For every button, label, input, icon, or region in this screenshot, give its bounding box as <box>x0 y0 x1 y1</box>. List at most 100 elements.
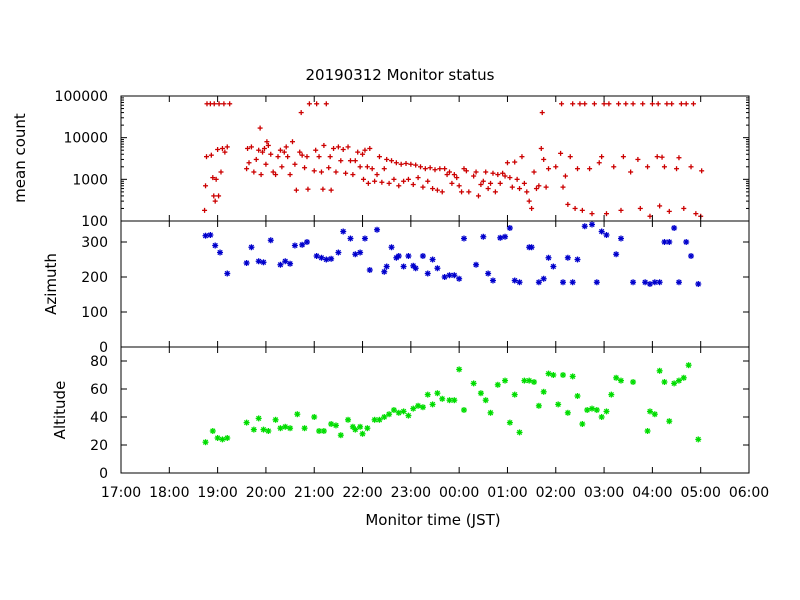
data-point <box>292 161 298 167</box>
data-point <box>335 249 342 256</box>
data-point <box>681 205 687 211</box>
data-point <box>213 176 219 182</box>
data-point <box>485 270 492 277</box>
data-point <box>659 154 665 160</box>
data-point <box>646 408 653 415</box>
data-point <box>313 253 320 259</box>
data-point <box>352 426 359 433</box>
data-point <box>381 166 387 172</box>
data-point <box>601 101 607 107</box>
data-point <box>255 415 262 422</box>
chart-title: 20190312 Monitor status <box>306 66 495 84</box>
x-tick-label: 20:00 <box>246 485 286 501</box>
data-point <box>352 251 359 258</box>
data-point <box>695 436 702 443</box>
data-point <box>591 101 597 107</box>
data-point <box>582 101 588 107</box>
data-point <box>243 419 250 426</box>
data-point <box>579 207 585 213</box>
data-point <box>439 395 446 402</box>
data-point <box>282 423 289 430</box>
data-point <box>275 154 281 160</box>
data-point <box>221 101 227 107</box>
data-point <box>331 145 337 151</box>
data-point <box>291 242 298 249</box>
data-point <box>451 397 458 404</box>
data-point <box>603 408 610 415</box>
data-point <box>598 414 605 420</box>
data-point <box>429 256 436 263</box>
data-point <box>328 255 335 262</box>
data-point <box>574 256 581 263</box>
data-point <box>270 169 276 175</box>
data-point <box>357 249 364 256</box>
x-tick-label: 17:00 <box>101 485 141 501</box>
data-point <box>506 419 513 426</box>
data-point <box>219 436 226 443</box>
data-point <box>502 377 509 384</box>
data-point <box>589 405 595 412</box>
x-tick-label: 03:00 <box>584 485 624 501</box>
data-point <box>509 184 515 190</box>
altitude-series <box>202 362 702 446</box>
data-point <box>459 189 465 195</box>
data-point <box>540 388 547 395</box>
data-point <box>618 207 624 213</box>
data-point <box>248 244 255 251</box>
data-point <box>611 164 617 170</box>
data-point <box>268 151 274 157</box>
data-point <box>401 178 407 184</box>
data-point <box>442 166 448 172</box>
data-point <box>683 239 690 245</box>
time-x-ticks: 17:00 18:00 19:00 20:00 21:00 22:00 23:00 00:00… <box>101 96 769 501</box>
data-point <box>369 166 375 172</box>
data-point <box>661 164 667 170</box>
data-point <box>403 160 409 166</box>
data-point <box>606 101 612 107</box>
data-point <box>497 234 504 241</box>
data-point <box>337 432 344 439</box>
data-point <box>202 207 208 213</box>
data-point <box>318 254 325 261</box>
y-tick-label: 20 <box>90 438 108 454</box>
azimuth-panel: Azimuth 0 100 200 300 <box>42 220 750 356</box>
data-point <box>364 425 371 432</box>
y-tick-label: 200 <box>81 270 108 286</box>
altitude-panel: Altitude 0 20 40 60 80 <box>51 346 750 482</box>
data-point <box>637 205 643 211</box>
data-point <box>695 281 702 287</box>
data-point <box>381 268 388 275</box>
data-point <box>415 402 422 409</box>
data-point <box>546 166 552 172</box>
data-point <box>391 176 397 182</box>
data-point <box>495 172 501 178</box>
data-point <box>642 279 649 286</box>
data-point <box>311 168 317 174</box>
data-point <box>212 242 219 249</box>
data-point <box>688 253 695 259</box>
data-point <box>555 401 562 408</box>
data-point <box>535 402 542 409</box>
data-point <box>565 201 571 207</box>
data-point <box>444 172 450 178</box>
data-point <box>666 208 672 214</box>
data-point <box>570 101 576 107</box>
data-point <box>630 101 636 107</box>
data-point <box>357 423 364 430</box>
data-point <box>212 198 218 204</box>
data-point <box>666 239 673 245</box>
data-point <box>350 172 356 178</box>
mean-count-series <box>202 101 705 219</box>
data-point <box>463 168 469 174</box>
data-point <box>589 221 595 228</box>
data-point <box>316 154 322 160</box>
data-point <box>477 390 484 397</box>
data-point <box>441 274 448 280</box>
data-point <box>376 416 383 423</box>
data-point <box>608 391 615 398</box>
data-point <box>260 426 267 433</box>
data-point <box>497 180 503 186</box>
data-point <box>333 169 339 175</box>
data-point <box>669 101 675 107</box>
data-point <box>357 164 363 170</box>
